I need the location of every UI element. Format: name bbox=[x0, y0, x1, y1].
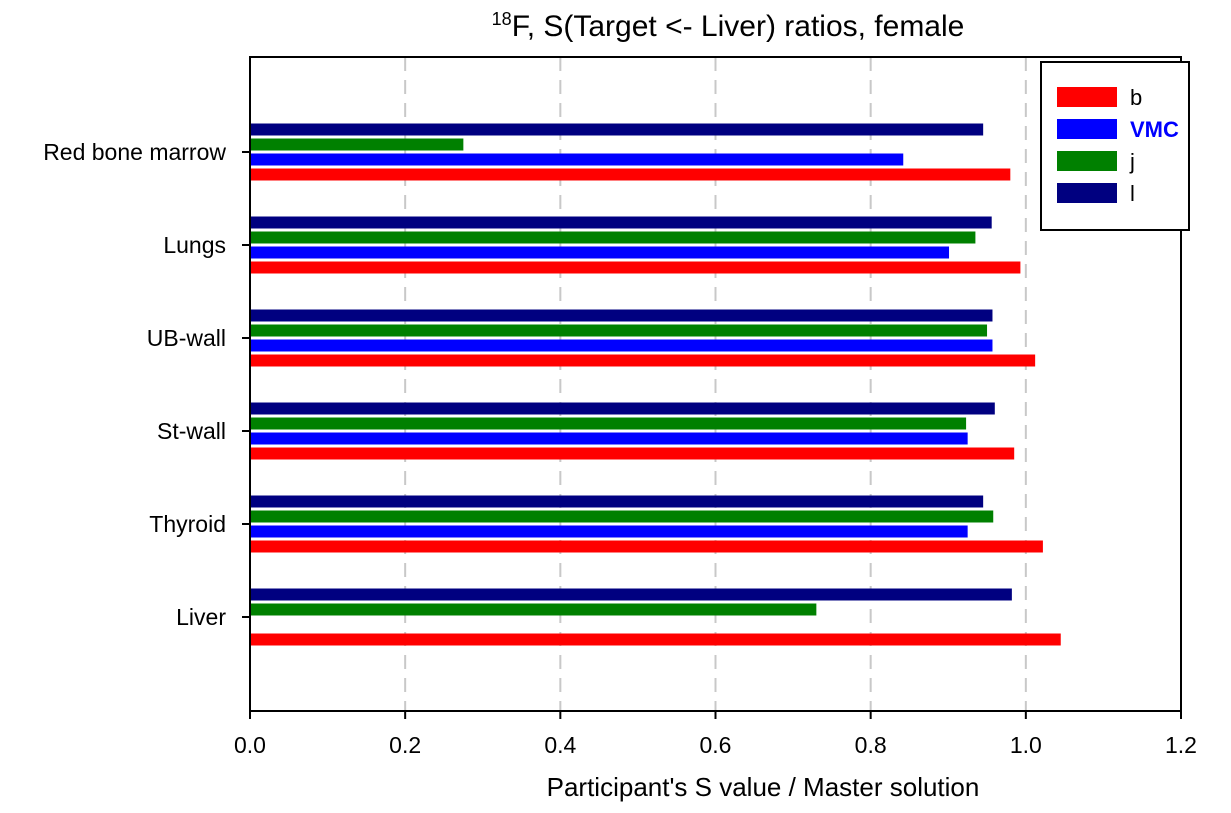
bar-vmc-lungs bbox=[251, 246, 950, 259]
legend-label-l: l bbox=[1130, 181, 1135, 206]
legend-swatch-vmc bbox=[1057, 119, 1117, 139]
bar-l-thyroid bbox=[251, 495, 984, 508]
bar-b-lungs bbox=[251, 261, 1021, 274]
legend-swatch-b bbox=[1057, 87, 1117, 107]
x-ticks: 0.0 0.2 0.4 0.6 0.8 1.0 1.2 bbox=[234, 151, 1197, 758]
bar-vmc-st-wall bbox=[251, 432, 968, 445]
x-axis-label: Participant's S value / Master solution bbox=[547, 772, 980, 802]
bar-b-ub-wall bbox=[251, 354, 1036, 367]
x-tick-label: 0.8 bbox=[855, 732, 887, 758]
bar-vmc-ub-wall bbox=[251, 339, 993, 352]
bar-j-red-bone-marrow bbox=[251, 138, 464, 151]
bar-b-st-wall bbox=[251, 447, 1015, 460]
plot-frame bbox=[249, 56, 1182, 712]
title-text: F, S(Target <- Liver) ratios, female bbox=[512, 10, 965, 43]
category-label: Liver bbox=[176, 604, 226, 630]
legend-label-b: b bbox=[1130, 85, 1142, 110]
x-tick-label: 0.0 bbox=[234, 732, 266, 758]
bar-j-thyroid bbox=[251, 510, 994, 523]
chart-title: 18F, S(Target <- Liver) ratios, female bbox=[492, 9, 965, 43]
bar-l-ub-wall bbox=[251, 309, 993, 322]
bar-l-st-wall bbox=[251, 402, 995, 415]
legend-label-vmc: VMC bbox=[1130, 117, 1179, 142]
legend: b VMC jl bbox=[1040, 61, 1190, 231]
title-superscript: 18 bbox=[492, 9, 512, 29]
bar-b-red-bone-marrow bbox=[251, 168, 1011, 181]
bars-group bbox=[251, 123, 1061, 646]
category-label: Lungs bbox=[163, 232, 226, 258]
bar-l-lungs bbox=[251, 216, 992, 229]
category-label: Red bone marrow bbox=[43, 139, 226, 165]
category-labels: Red bone marrow Lungs UB-wall St-wall Thyroi… bbox=[43, 139, 226, 630]
bar-vmc-thyroid bbox=[251, 525, 968, 538]
bar-b-thyroid bbox=[251, 540, 1043, 553]
category-label: Thyroid bbox=[149, 511, 226, 537]
bar-j-lungs bbox=[251, 231, 976, 244]
bar-j-st-wall bbox=[251, 417, 967, 430]
bar-j-liver bbox=[251, 603, 817, 616]
bar-l-red-bone-marrow bbox=[251, 123, 984, 136]
grid-lines bbox=[404, 57, 1027, 711]
category-label: UB-wall bbox=[147, 325, 226, 351]
x-tick-label: 0.6 bbox=[700, 732, 732, 758]
legend-swatch-j bbox=[1057, 151, 1117, 171]
bar-b-liver bbox=[251, 633, 1061, 646]
category-label: St-wall bbox=[157, 418, 226, 444]
x-tick-label: 0.4 bbox=[544, 732, 576, 758]
x-tick-label: 0.2 bbox=[389, 732, 421, 758]
bar-vmc-red-bone-marrow bbox=[251, 153, 904, 166]
bar-j-ub-wall bbox=[251, 324, 988, 337]
legend-label-j: j bbox=[1129, 149, 1135, 174]
legend-swatch-l bbox=[1057, 183, 1117, 203]
x-tick-label: 1.2 bbox=[1165, 732, 1197, 758]
bar-l-liver bbox=[251, 588, 1012, 601]
x-tick-label: 1.0 bbox=[1010, 732, 1042, 758]
